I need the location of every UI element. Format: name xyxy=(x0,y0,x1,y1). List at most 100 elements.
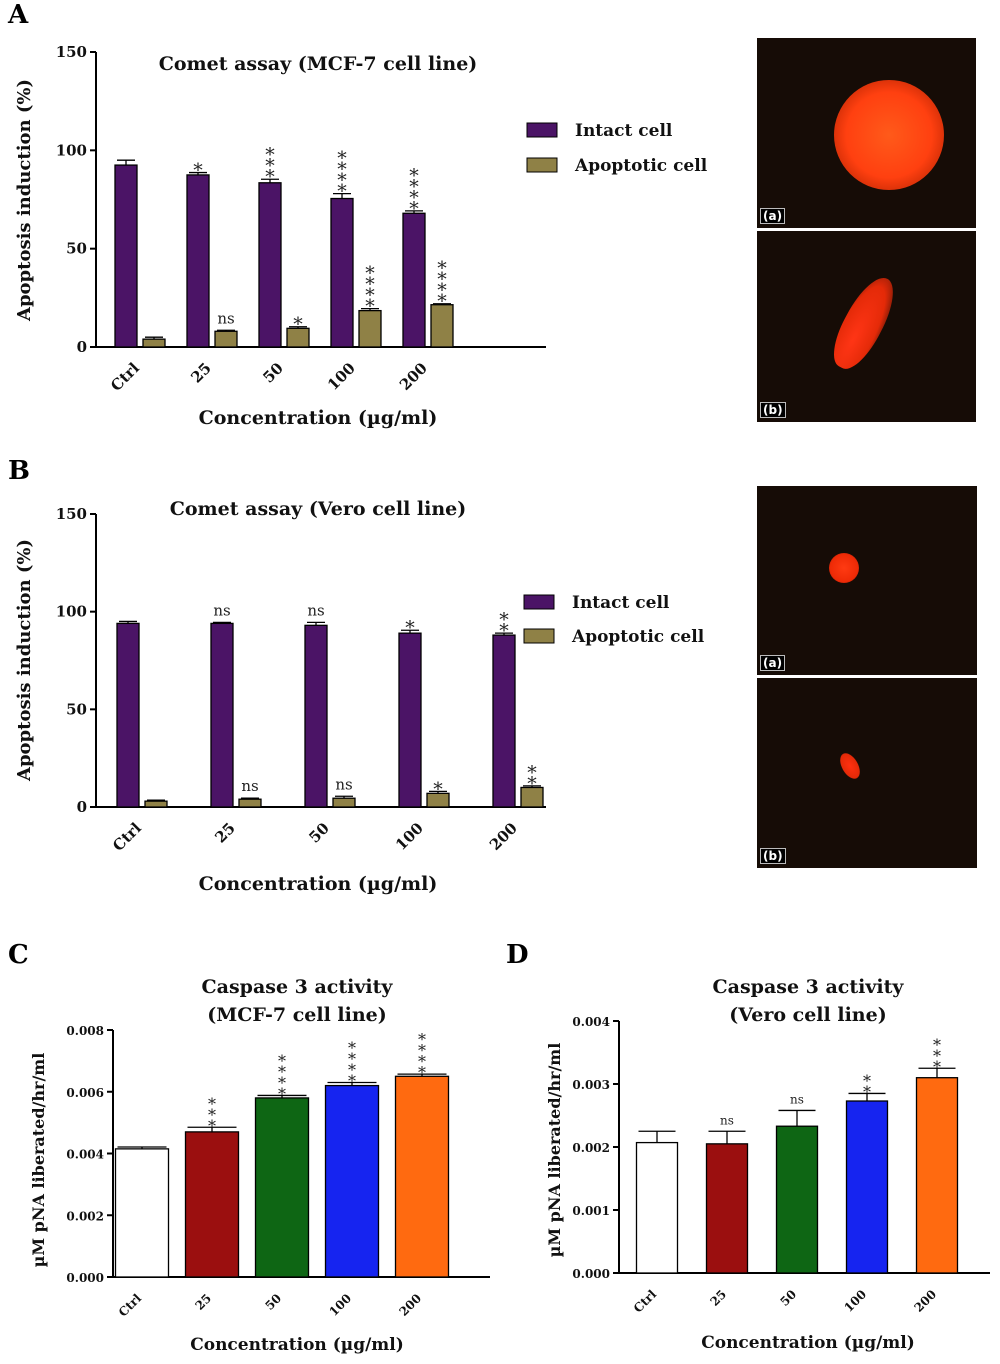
bar-intact xyxy=(114,164,138,348)
micrograph-mcf7-apoptotic: (b) xyxy=(757,231,976,422)
y-tick-label: 0.002 xyxy=(572,1141,610,1155)
y-tick-label: 100 xyxy=(56,141,87,159)
micrograph-label-a: (a) xyxy=(760,208,786,224)
chart-title-line: (MCF-7 cell line) xyxy=(207,1004,387,1026)
x-tick-label: 100 xyxy=(326,1291,354,1319)
chart-c: Caspase 3 activity (MCF-7 cell line) 0.000… xyxy=(29,976,490,1355)
y-axis-label: µM pNA liberated/hr/ml xyxy=(545,1043,564,1258)
bar-apoptotic xyxy=(332,797,356,808)
comet-nucleus-round xyxy=(834,80,944,190)
panel-letter-d: D xyxy=(506,940,529,970)
bar xyxy=(915,1077,959,1274)
chart-a: Comet assay (MCF-7 cell line) 0 50 100 150 Ap… xyxy=(14,43,708,429)
legend-label: Apoptotic cell xyxy=(574,156,708,176)
bar-intact xyxy=(258,182,282,348)
significance-mark: **** xyxy=(437,258,447,313)
y-tick-label: 0.000 xyxy=(66,1271,104,1285)
x-tick-label: Ctrl xyxy=(631,1287,660,1316)
panel-letter-b: B xyxy=(8,456,30,486)
bar-apoptotic xyxy=(142,338,166,348)
y-tick-label: 0.001 xyxy=(572,1204,610,1218)
micrograph-vero-intact: (a) xyxy=(757,486,977,675)
significance-mark: **** xyxy=(409,165,419,220)
significance-mark: **** xyxy=(348,1038,356,1090)
bar xyxy=(635,1141,679,1274)
significance-mark: *** xyxy=(933,1035,941,1076)
micrograph-label-b: (b) xyxy=(760,402,786,418)
y-tick-label: 100 xyxy=(56,603,87,621)
significance-mark: * xyxy=(433,778,443,800)
significance-mark: **** xyxy=(365,263,375,318)
micrograph-vero-apoptotic: (b) xyxy=(757,678,977,868)
y-tick-label: 0.003 xyxy=(572,1078,610,1092)
legend-swatch xyxy=(523,628,555,644)
significance-mark: ns xyxy=(720,1113,734,1127)
bar xyxy=(184,1131,240,1278)
significance-mark: *** xyxy=(265,144,275,188)
significance-mark: ns xyxy=(790,1092,804,1106)
significance-mark: ** xyxy=(499,609,509,642)
chart-b: Comet assay (Vero cell line) 0 50 100 150 Apo… xyxy=(14,498,705,895)
x-tick-label: 100 xyxy=(324,359,359,394)
y-tick-label: 0 xyxy=(77,798,87,816)
bar-intact xyxy=(210,622,234,808)
bar-intact xyxy=(492,634,516,808)
panel-letter-a: A xyxy=(8,0,29,30)
legend-label: Intact cell xyxy=(572,593,670,613)
bar-intact xyxy=(402,212,426,348)
x-tick-label: 50 xyxy=(777,1287,799,1309)
chart-title: Comet assay (MCF-7 cell line) xyxy=(159,53,478,75)
chart-title-line: Caspase 3 activity xyxy=(202,976,394,998)
y-axis-label: Apoptosis induction (%) xyxy=(14,79,35,322)
x-tick-label: Ctrl xyxy=(107,359,143,395)
bar-intact xyxy=(398,632,422,808)
significance-mark: * xyxy=(293,314,303,336)
y-tick-label: 50 xyxy=(66,700,87,718)
x-axis-label: Concentration (µg/ml) xyxy=(190,1335,404,1355)
significance-mark: ns xyxy=(217,309,234,327)
significance-mark: **** xyxy=(418,1030,426,1082)
bar xyxy=(254,1097,310,1278)
y-axis-label: µM pNA liberated/hr/ml xyxy=(29,1053,48,1268)
x-axis-label: Concentration (µg/ml) xyxy=(199,873,438,895)
x-tick-label: 50 xyxy=(305,819,332,846)
bar-intact xyxy=(330,197,354,348)
legend-swatch xyxy=(523,594,555,610)
legend-swatch xyxy=(526,157,558,173)
micrograph-mcf7: (a) (b) xyxy=(757,38,976,422)
y-tick-label: 0.004 xyxy=(572,1015,610,1029)
significance-mark: ns xyxy=(307,601,324,619)
legend-label: Intact cell xyxy=(575,121,673,141)
legend-swatch xyxy=(526,122,558,138)
x-tick-label: 200 xyxy=(396,1291,424,1319)
y-tick-label: 0.008 xyxy=(66,1024,104,1038)
bar-apoptotic xyxy=(214,330,238,348)
chart-title-line: Caspase 3 activity xyxy=(713,976,905,998)
significance-mark: ns xyxy=(335,775,352,793)
chart-title: Comet assay (Vero cell line) xyxy=(170,498,466,520)
x-axis-label: Concentration (µg/ml) xyxy=(199,407,438,429)
bar xyxy=(324,1084,380,1278)
panel-letter-c: C xyxy=(8,940,29,970)
comet-tail xyxy=(823,269,905,377)
chart-d: Caspase 3 activity (Vero cell line) 0.000 0… xyxy=(545,976,990,1353)
y-tick-label: 0.006 xyxy=(66,1086,104,1100)
x-tick-label: 25 xyxy=(187,359,214,386)
significance-mark: **** xyxy=(278,1051,286,1103)
micrograph-label-b-vero: (b) xyxy=(760,848,786,864)
y-axis-label: Apoptosis induction (%) xyxy=(14,539,35,782)
micrograph-vero: (a) (b) xyxy=(757,486,977,868)
x-tick-label: 25 xyxy=(707,1287,729,1309)
y-tick-label: 0.000 xyxy=(572,1267,610,1281)
legend-label: Apoptotic cell xyxy=(571,627,705,647)
x-tick-label: 25 xyxy=(211,819,238,846)
x-axis-label: Concentration (µg/ml) xyxy=(701,1333,915,1353)
comet-tail-small xyxy=(836,749,864,783)
bar xyxy=(845,1100,889,1274)
x-tick-label: 200 xyxy=(396,359,431,394)
significance-mark: * xyxy=(405,617,415,639)
x-tick-label: 100 xyxy=(841,1287,869,1315)
bar xyxy=(705,1143,749,1274)
